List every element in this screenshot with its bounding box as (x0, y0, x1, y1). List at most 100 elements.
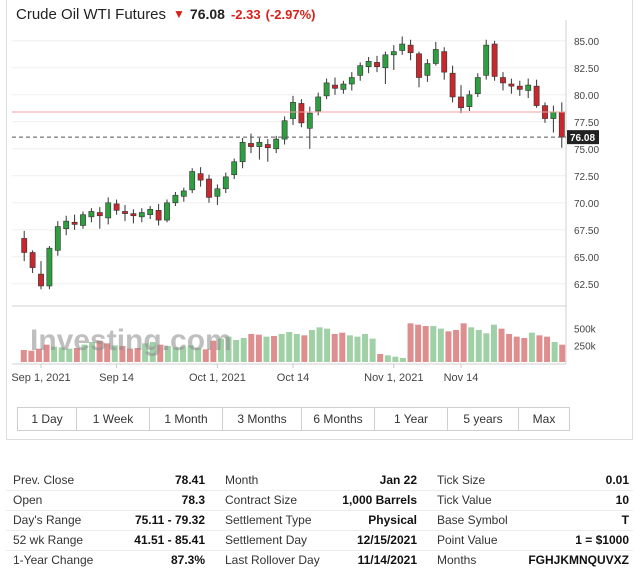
candle[interactable] (491, 40, 498, 81)
candle[interactable] (105, 197, 112, 225)
candle[interactable] (332, 77, 338, 95)
candle[interactable] (189, 168, 196, 194)
stat-row: Tick Value 10 (437, 490, 629, 510)
candle[interactable] (264, 139, 271, 162)
price-change-percent: (-2.97%) (265, 6, 316, 22)
candle[interactable] (298, 99, 305, 128)
candle[interactable] (525, 78, 532, 99)
candle[interactable] (80, 211, 86, 229)
candle[interactable] (239, 138, 246, 169)
range-button-1-year[interactable]: 1 Year (374, 407, 448, 431)
candle[interactable] (88, 208, 95, 223)
candle[interactable] (206, 174, 212, 203)
range-button-1-day[interactable]: 1 Day (17, 407, 77, 431)
volume-bar (255, 334, 262, 362)
stat-label: 52 wk Range (13, 533, 84, 547)
candle[interactable] (390, 45, 397, 70)
candle[interactable] (248, 133, 254, 154)
candle[interactable] (96, 207, 103, 229)
candle[interactable] (432, 41, 439, 66)
candle[interactable] (180, 187, 187, 202)
candle[interactable] (550, 105, 557, 133)
candle[interactable] (474, 73, 481, 97)
candle[interactable] (147, 206, 154, 219)
candle[interactable] (130, 209, 137, 224)
candle[interactable] (466, 90, 473, 111)
candle[interactable] (197, 167, 204, 187)
volume-bar (490, 324, 497, 362)
candle[interactable] (273, 135, 280, 154)
candle[interactable] (483, 39, 490, 80)
candle[interactable] (54, 221, 61, 256)
y-tick-label: 67.50 (574, 226, 599, 237)
range-button-3-months[interactable]: 3 Months (222, 407, 302, 431)
candle[interactable] (340, 80, 347, 94)
candle[interactable] (138, 208, 145, 223)
candle[interactable] (113, 199, 120, 215)
stat-row: Contract Size 1,000 Barrels (225, 490, 417, 510)
candle[interactable] (155, 203, 162, 226)
candle[interactable] (542, 102, 548, 123)
volume-bar (187, 345, 194, 362)
candle[interactable] (508, 78, 515, 94)
candle[interactable] (516, 80, 523, 96)
range-button-1-month[interactable]: 1 Month (149, 407, 223, 431)
candle[interactable] (449, 65, 456, 103)
candle[interactable] (122, 204, 128, 222)
range-button-6-months[interactable]: 6 Months (301, 407, 375, 431)
candle[interactable] (46, 246, 53, 290)
x-tick-label: Nov 14 (444, 372, 479, 384)
x-tick-label: Oct 14 (277, 372, 309, 384)
candle[interactable] (29, 250, 36, 273)
candle[interactable] (500, 72, 506, 91)
volume-bar (58, 347, 65, 362)
volume-bar (369, 338, 376, 362)
volume-bar (134, 348, 141, 362)
candle[interactable] (172, 192, 179, 207)
candle[interactable] (281, 116, 288, 145)
candle[interactable] (231, 158, 238, 180)
candle[interactable] (416, 51, 422, 88)
candle[interactable] (382, 51, 389, 84)
candle[interactable] (63, 215, 70, 236)
range-button-max[interactable]: Max (518, 407, 570, 431)
range-button-1-week[interactable]: 1 Week (76, 407, 150, 431)
volume-tick-label: 250k (574, 341, 597, 352)
range-button-5-years[interactable]: 5 years (447, 407, 519, 431)
stat-row: Month Jan 22 (225, 470, 417, 490)
stat-row: Prev. Close 78.41 (13, 470, 205, 490)
candle[interactable] (21, 230, 28, 262)
volume-bar (399, 358, 406, 362)
candle[interactable] (424, 59, 431, 82)
candle[interactable] (38, 261, 44, 290)
candle[interactable] (323, 78, 330, 100)
candle[interactable] (533, 79, 540, 108)
candle[interactable] (558, 102, 565, 148)
candle[interactable] (399, 36, 406, 55)
candlestick-chart[interactable]: Investing.com 76.08 85.00 82.50 80.00 77.50… (0, 0, 640, 400)
candle[interactable] (71, 214, 78, 230)
volume-bar (149, 342, 156, 362)
volume-bar (430, 326, 437, 362)
candle[interactable] (214, 184, 221, 205)
candle[interactable] (374, 55, 380, 73)
candle[interactable] (357, 62, 364, 81)
candle[interactable] (222, 172, 229, 194)
candle[interactable] (290, 95, 296, 126)
x-tick-label: Nov 1, 2021 (364, 372, 423, 384)
volume-bar (316, 327, 323, 362)
stat-value: Jan 22 (379, 473, 417, 487)
candle[interactable] (365, 57, 372, 74)
candle[interactable] (348, 72, 355, 91)
candle[interactable] (458, 85, 464, 114)
candle[interactable] (441, 47, 448, 80)
candle[interactable] (306, 106, 313, 149)
stat-row: Settlement Type Physical (225, 510, 417, 530)
stat-row: 52 wk Range 41.51 - 85.41 (13, 530, 205, 550)
candle[interactable] (164, 199, 170, 223)
volume-bar (286, 332, 293, 362)
quote-header: Crude Oil WTI Futures ▼ 76.08 -2.33 (-2.… (16, 5, 315, 23)
stat-label: Last Rollover Day (225, 553, 320, 567)
candle[interactable] (256, 138, 263, 160)
candle[interactable] (407, 39, 414, 61)
